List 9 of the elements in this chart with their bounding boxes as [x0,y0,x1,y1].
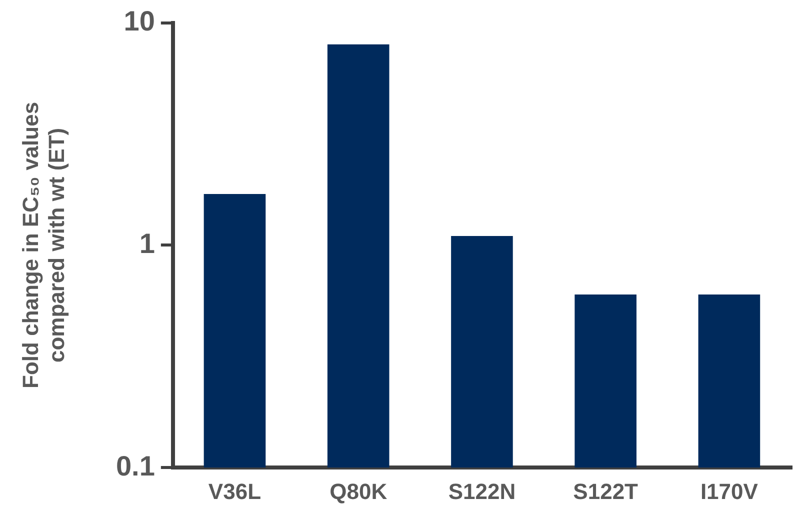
x-tick-label: V36L [208,478,262,504]
y-axis-title: Fold change in EC₅₀ values compared with wt (ET) [18,102,70,388]
x-tick-label: I170V [700,478,758,504]
y-tick-label: 1 [139,228,155,259]
x-tick-label: S122T [573,478,639,504]
y-tick-label: 10 [124,6,155,37]
x-tick-label: S122N [448,478,516,504]
y-tick-label: 0.1 [116,450,155,482]
x-tick-label: Q80K [330,478,388,504]
